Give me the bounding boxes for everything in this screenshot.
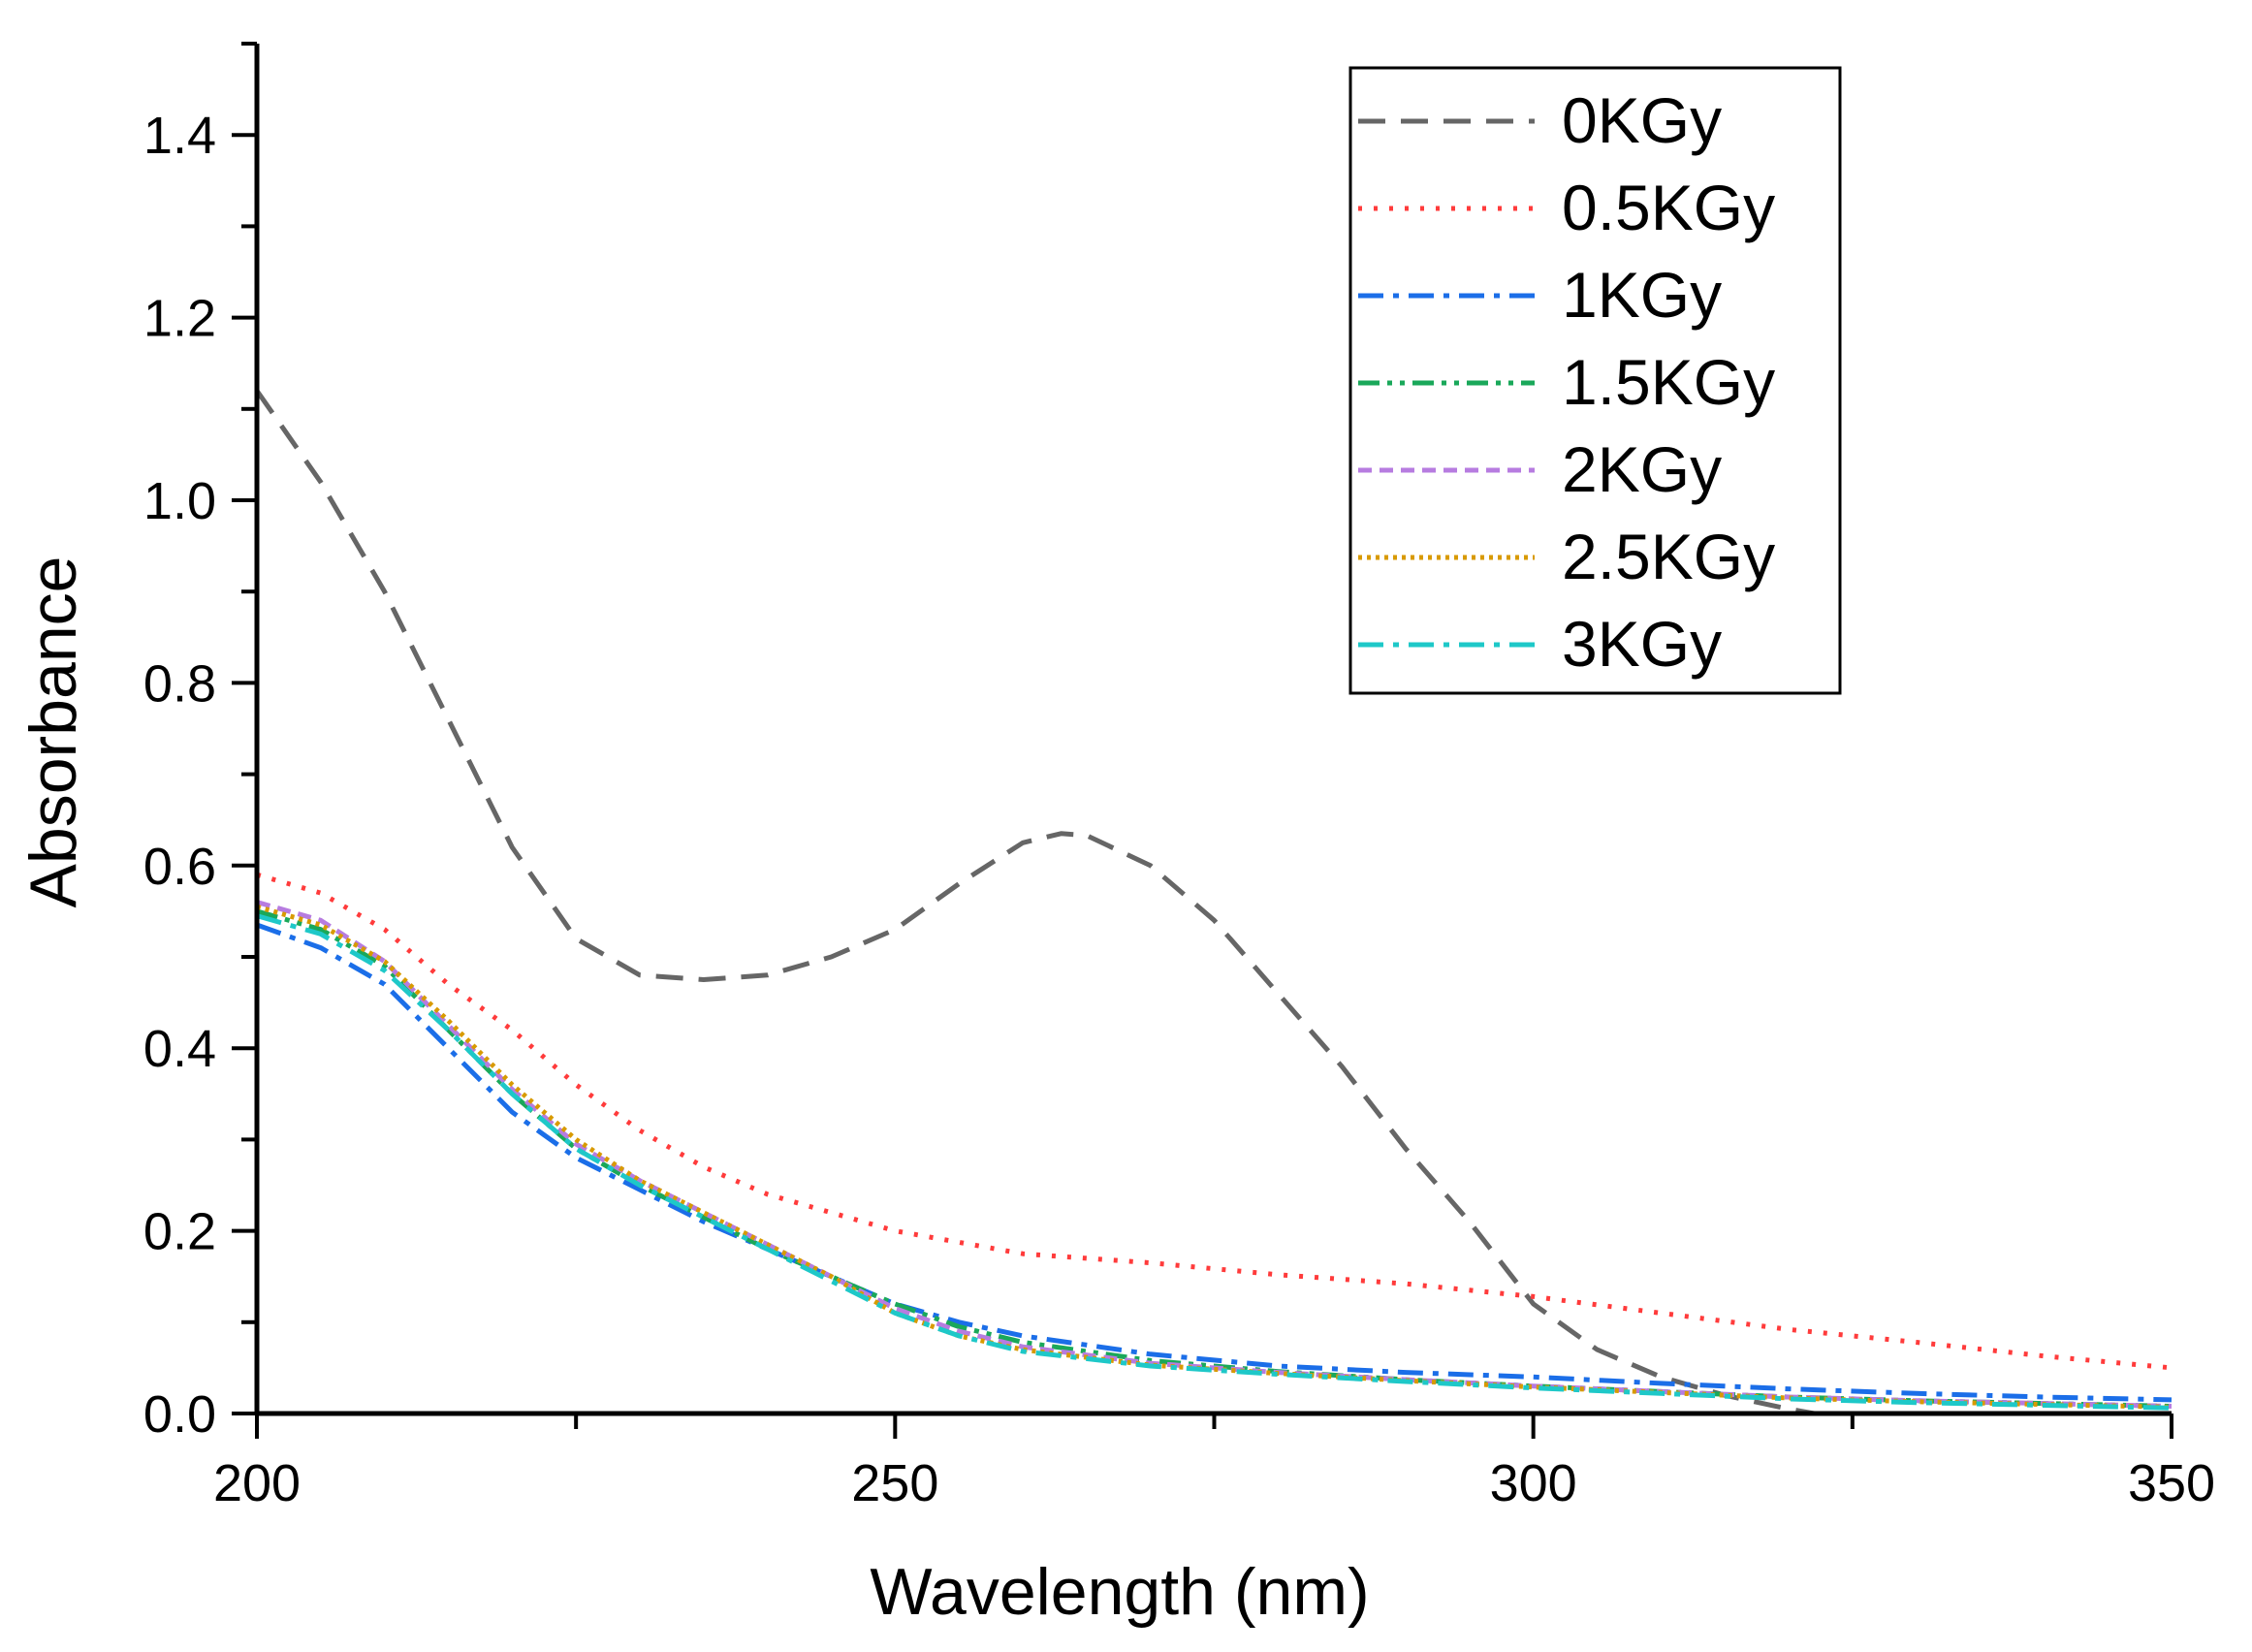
y-tick-label: 1.0 bbox=[143, 472, 216, 530]
y-tick-label: 0.6 bbox=[143, 838, 216, 896]
series-line-0KGy bbox=[254, 389, 1815, 1416]
legend-label-2.5KGy: 2.5KGy bbox=[1562, 521, 1775, 592]
legend-label-2KGy: 2KGy bbox=[1562, 433, 1722, 505]
y-tick-label: 0.8 bbox=[143, 654, 216, 713]
legend-label-3KGy: 3KGy bbox=[1562, 608, 1722, 680]
x-tick-label: 250 bbox=[851, 1454, 938, 1512]
series-line-1KGy bbox=[256, 922, 2173, 1403]
legend-label-0.5KGy: 0.5KGy bbox=[1562, 172, 1775, 243]
y-tick-label: 1.4 bbox=[143, 107, 216, 165]
y-tick-label: 0.4 bbox=[143, 1020, 216, 1078]
y-tick-label: 0.0 bbox=[143, 1385, 216, 1444]
legend-label-0KGy: 0KGy bbox=[1562, 84, 1722, 156]
legend: 0KGy 0.5KGy 1KGy 1.5KGy 2KGy 2.5KGy 3KGy bbox=[1348, 66, 1842, 695]
series-line-1.5KGy bbox=[256, 908, 2173, 1409]
series-line-2KGy bbox=[256, 900, 2173, 1409]
series-line-3KGy bbox=[256, 913, 2173, 1411]
series-layer bbox=[254, 389, 2173, 1416]
series-line-2.5KGy bbox=[256, 904, 2173, 1410]
legend-label-1.5KGy: 1.5KGy bbox=[1562, 346, 1775, 418]
x-tick-label: 200 bbox=[213, 1454, 301, 1512]
x-tick-label: 300 bbox=[1490, 1454, 1577, 1512]
x-tick-label: 350 bbox=[2128, 1454, 2215, 1512]
axes-layer bbox=[254, 44, 2172, 1416]
ticks-layer: 200 250 300 350 0.0 0.2 0.4 0.6 0.8 1.0 1.2 1.4 bbox=[143, 42, 2215, 1512]
y-tick-label: 1.2 bbox=[143, 290, 216, 348]
legend-label-1KGy: 1KGy bbox=[1562, 259, 1722, 331]
y-axis-label: Absorbance bbox=[16, 556, 90, 908]
y-tick-label: 0.2 bbox=[143, 1203, 216, 1261]
x-axis-label: Wavelength (nm) bbox=[870, 1555, 1369, 1629]
series-line-0.5KGy bbox=[256, 872, 2173, 1371]
